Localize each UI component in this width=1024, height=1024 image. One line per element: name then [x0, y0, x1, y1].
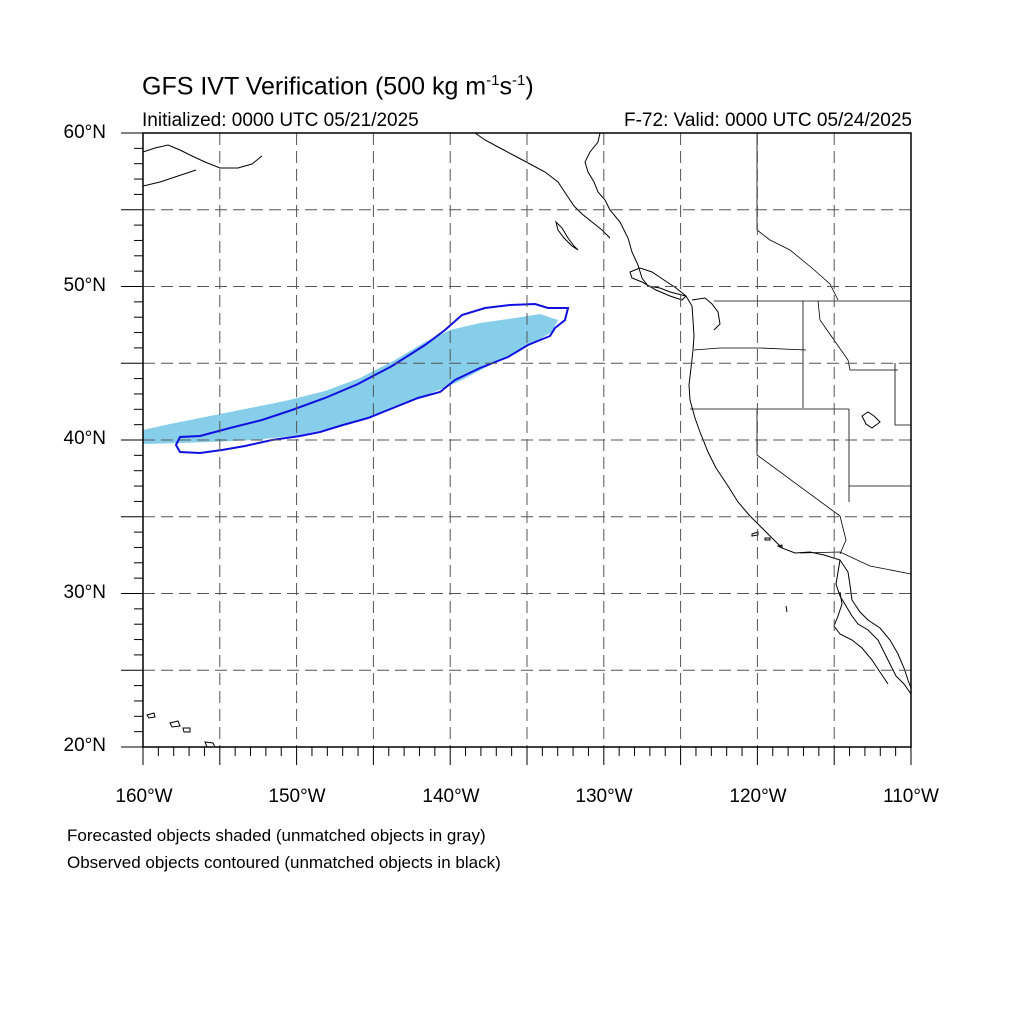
lon-label-110w: 110°W	[883, 786, 939, 807]
alaska-panhandle	[474, 133, 611, 239]
title-exponent-1: -1	[486, 72, 500, 89]
observed-object-layer	[174, 302, 570, 455]
west-coast-coastline	[584, 133, 911, 689]
puget-sound-coast	[691, 297, 721, 331]
washington-oregon-border	[693, 347, 807, 351]
alaska-peninsula	[143, 144, 263, 169]
lon-label-160w: 160°W	[115, 786, 173, 807]
baja-california	[835, 559, 911, 695]
axis-ticks	[121, 132, 912, 765]
initialized-time: Initialized: 0000 UTC 05/21/2025	[142, 110, 419, 131]
guadalupe-island	[785, 605, 788, 613]
lat-label-40: 40°N	[63, 428, 106, 449]
lon-label-130w: 130°W	[575, 786, 633, 807]
forecast-ivt-object	[143, 314, 558, 444]
boundary-layer	[690, 133, 911, 575]
utah-wyoming-border	[894, 363, 911, 426]
lon-label-140w: 140°W	[422, 786, 480, 807]
forecast-note: Forecasted objects shaded (unmatched obj…	[67, 826, 486, 845]
observed-ivt-contour	[174, 302, 570, 455]
idaho-montana-border	[817, 300, 898, 371]
california-nevada-border	[756, 409, 841, 517]
title-end: )	[525, 72, 534, 101]
valid-time: F-72: Valid: 0000 UTC 05/24/2025	[624, 110, 912, 131]
hawaii-islands	[146, 712, 216, 747]
lat-label-20: 20°N	[63, 735, 106, 756]
aleutian-islands	[143, 169, 197, 187]
vancouver-island	[629, 267, 687, 301]
haida-gwaii	[555, 220, 579, 251]
lat-label-60: 60°N	[63, 122, 106, 143]
great-salt-lake	[861, 411, 881, 429]
us-mexico-border	[799, 551, 911, 575]
grid-lines	[143, 133, 911, 747]
title-main: GFS IVT Verification (500 kg m	[142, 72, 487, 101]
map-frame	[142, 132, 912, 748]
chart-title: GFS IVT Verification (500 kg m-1s-1)	[142, 72, 534, 101]
title-mid: s	[499, 72, 512, 101]
title-exponent-2: -1	[511, 72, 526, 89]
lat-label-50: 50°N	[63, 275, 106, 296]
lon-label-120w: 120°W	[729, 786, 787, 807]
channel-islands	[751, 531, 783, 549]
baja-peninsula-west	[833, 591, 889, 685]
arizona-california-border	[839, 515, 847, 555]
bc-alberta-border	[756, 133, 839, 301]
lon-label-150w: 150°W	[268, 786, 326, 807]
lat-label-30: 30°N	[63, 582, 106, 603]
forecast-object-layer	[143, 314, 558, 444]
observed-note: Observed objects contoured (unmatched ob…	[67, 853, 501, 872]
